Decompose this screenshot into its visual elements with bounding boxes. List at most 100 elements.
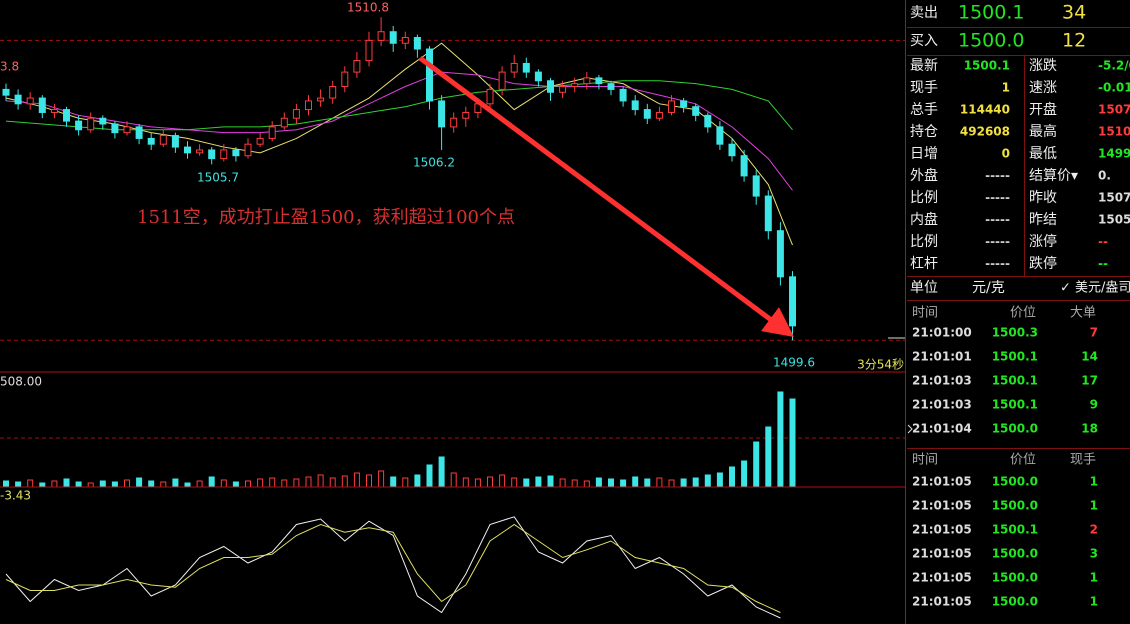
candle-body [63, 109, 70, 122]
annotation: 1511空，成功打止盈1500，获利超过100个点 [137, 207, 515, 228]
candle-body [607, 83, 615, 90]
candle-body [764, 195, 772, 232]
text: 速涨 [1029, 80, 1057, 96]
volume-bar [148, 480, 155, 488]
text: 1510. [1098, 125, 1130, 139]
volume-bar [729, 466, 735, 488]
volume-bar [99, 480, 106, 488]
candle-body [619, 88, 627, 102]
candle-body [159, 135, 167, 145]
text: 1500.1 [958, 2, 1024, 24]
candle-body [353, 60, 361, 73]
volume-bar [136, 477, 143, 488]
candle-body [462, 111, 470, 119]
volume-bar [27, 479, 34, 488]
text: 涨跌 [1029, 58, 1057, 74]
volume-bar [583, 480, 590, 488]
volume-bar [426, 464, 433, 488]
text: 昨收 [1029, 190, 1057, 206]
candle-body [87, 117, 95, 131]
text: 21:01:01 [912, 350, 972, 364]
text: 1 [1090, 595, 1098, 609]
volume-bar [63, 478, 70, 488]
candle-body [14, 94, 22, 105]
quote-panel: 卖出1500.134买入1500.012最新1500.1涨跌-5.2/0.35现… [907, 2, 1130, 609]
volume-bar [620, 479, 627, 488]
text: -- [1098, 235, 1108, 249]
volume-bar [220, 479, 227, 488]
volume-bar [75, 481, 82, 488]
candle-body [704, 114, 712, 128]
text: 3 [1090, 547, 1098, 561]
text: 1 [1090, 475, 1098, 489]
text: 14 [1081, 350, 1098, 364]
candle-body [184, 146, 191, 154]
volume-bar [111, 481, 118, 488]
volume-bar [39, 482, 46, 488]
countdown: 3分54秒 [857, 358, 904, 372]
candle-body [232, 149, 240, 157]
volume-bar [511, 477, 518, 488]
candle-body [147, 137, 155, 145]
text: 21:01:03 [912, 374, 972, 388]
candle-body [438, 100, 446, 128]
candle-body [450, 117, 458, 128]
text: 0 [1002, 147, 1010, 161]
volume-bar [680, 478, 687, 488]
volume-bar [232, 481, 239, 488]
text: 21:01:03 [912, 398, 972, 412]
volume-bar [196, 480, 203, 488]
high-label: 1510.8 [347, 1, 389, 15]
volume-bar [656, 477, 663, 488]
text: 1 [1002, 81, 1010, 95]
volume-bar [595, 477, 602, 488]
candle-body [220, 149, 228, 160]
text: 开盘 [1029, 101, 1057, 118]
text: 杠杆 [910, 256, 938, 272]
text: 1499. [1098, 147, 1130, 161]
text: ----- [985, 169, 1010, 183]
volume-bar [281, 479, 288, 488]
volume-bar [692, 477, 699, 488]
volume-bar [15, 481, 22, 488]
volume-bar [474, 478, 481, 488]
text: 日增 [910, 146, 938, 162]
volume-axis-label: 508.00 [0, 375, 42, 389]
text: 2 [1090, 523, 1098, 537]
candle-body [426, 48, 433, 102]
text: 跌停 [1029, 255, 1057, 272]
volume-bar [208, 476, 215, 488]
text: 1500.1 [992, 350, 1038, 364]
candle-body [740, 155, 748, 177]
text: 持仓 [910, 124, 938, 140]
candle-body [510, 62, 518, 73]
text: 1 [1090, 499, 1098, 513]
text: -- [1098, 257, 1108, 271]
volume-bar [184, 482, 191, 488]
candle-body [2, 88, 10, 96]
text: 时间 [912, 306, 938, 321]
text: 卖出 [910, 5, 938, 21]
volume-bar [716, 472, 723, 488]
candle-body [75, 120, 83, 131]
text: 1500.3 [992, 326, 1038, 340]
volume-bar [741, 460, 748, 488]
candle-body [341, 71, 349, 88]
text: 比例 [910, 234, 938, 250]
candle-body [377, 31, 385, 41]
text: 1500.1 [992, 374, 1038, 388]
text: 18 [1081, 422, 1098, 436]
volume-bar [789, 398, 796, 488]
text: -5.2/0.35 [1098, 59, 1130, 73]
text: 总手 [910, 102, 938, 118]
candle-body [389, 31, 397, 44]
text: 492608 [960, 125, 1010, 139]
text: 1500.0 [992, 571, 1038, 585]
candle-body [547, 80, 554, 93]
text: 21:01:05 [912, 595, 972, 609]
candle-body [643, 109, 651, 119]
candle-body [668, 100, 675, 113]
volume-panel [0, 391, 905, 488]
text: 最低 [1029, 146, 1057, 162]
